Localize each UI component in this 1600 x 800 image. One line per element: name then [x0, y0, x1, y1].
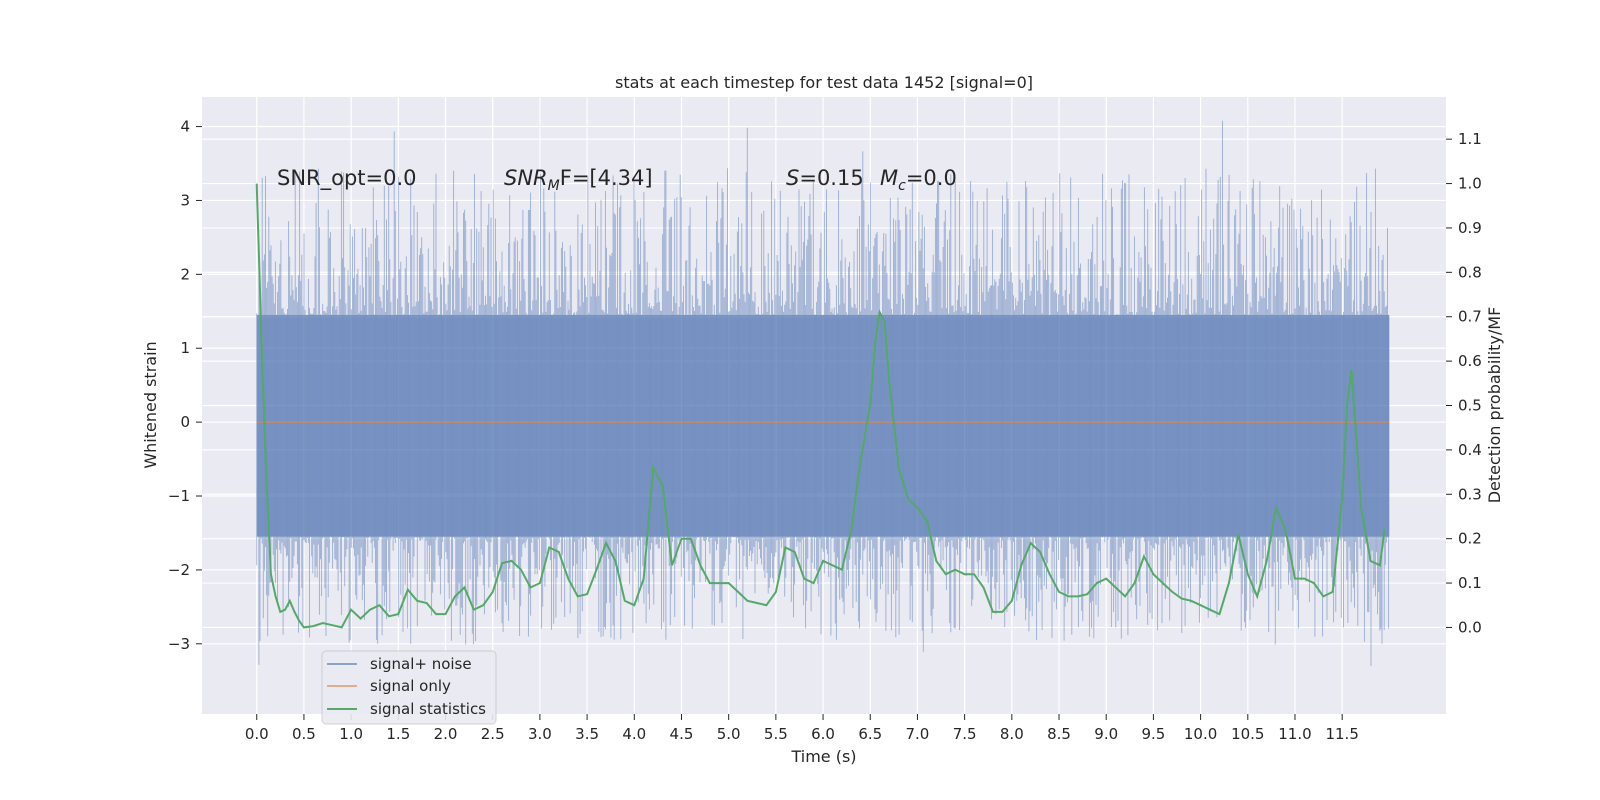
- x-tick-label-8: 4.0: [622, 725, 646, 743]
- y-right-tick-label-2: 0.2: [1458, 530, 1482, 548]
- x-tick-label-10: 5.0: [717, 725, 741, 743]
- x-tick-label-15: 7.5: [953, 725, 977, 743]
- y-left-axis-label: Whitened strain: [141, 341, 160, 468]
- y-right-tick-label-6: 0.6: [1458, 352, 1482, 370]
- y-left-axis-ticks: −3 −2 −1 0 1 2 3 4: [168, 118, 202, 653]
- x-axis-ticks: 0.0 0.5 1.0 1.5 2.0 2.5 3.0 3.5 4.0 4.5 5.0 5.5 6.0 6…: [245, 714, 1359, 743]
- y-right-tick-label-11: 1.1: [1458, 130, 1482, 148]
- y-left-tick-label-0: −3: [168, 635, 190, 653]
- legend-entry-signal-only: signal only: [370, 677, 451, 695]
- y-left-tick-label-3: 0: [180, 413, 190, 431]
- y-right-tick-label-5: 0.5: [1458, 397, 1482, 415]
- annotation-mc: Mc=0.0: [880, 166, 957, 194]
- x-tick-label-1: 0.5: [292, 725, 316, 743]
- annotation-s: S=0.15: [786, 166, 864, 190]
- x-tick-label-7: 3.5: [575, 725, 599, 743]
- y-right-tick-label-7: 0.7: [1458, 308, 1482, 326]
- x-tick-label-19: 9.5: [1141, 725, 1165, 743]
- x-tick-label-14: 7.0: [906, 725, 930, 743]
- y-left-tick-label-5: 2: [180, 265, 190, 283]
- x-tick-label-21: 10.5: [1231, 725, 1264, 743]
- x-tick-label-13: 6.5: [858, 725, 882, 743]
- x-tick-label-3: 1.5: [386, 725, 410, 743]
- y-right-tick-label-8: 0.8: [1458, 263, 1482, 281]
- y-right-tick-label-1: 0.1: [1458, 574, 1482, 592]
- y-right-axis-label: Detection probability/MF: [1485, 307, 1504, 504]
- x-tick-label-9: 4.5: [670, 725, 694, 743]
- x-tick-label-5: 2.5: [481, 725, 505, 743]
- chart-title: stats at each timestep for test data 145…: [615, 73, 1033, 92]
- y-right-tick-label-3: 0.3: [1458, 485, 1482, 503]
- x-tick-label-18: 9.0: [1094, 725, 1118, 743]
- y-right-tick-label-10: 1.0: [1458, 175, 1482, 193]
- noise-trace: [256, 120, 1390, 666]
- y-left-tick-label-4: 1: [180, 339, 190, 357]
- series-signal-noise: [256, 120, 1390, 666]
- y-right-tick-label-4: 0.4: [1458, 441, 1482, 459]
- x-tick-label-4: 2.0: [434, 725, 458, 743]
- x-tick-label-16: 8.0: [1000, 725, 1024, 743]
- y-left-tick-label-1: −2: [168, 561, 190, 579]
- legend: signal+ noise signal only signal statist…: [321, 650, 497, 725]
- x-tick-label-22: 11.0: [1278, 725, 1311, 743]
- legend-entry-signal-statistics: signal statistics: [370, 700, 486, 718]
- y-right-axis-ticks: 0.0 0.1 0.2 0.3 0.4 0.5 0.6 0.7 0.8 0.9 1.0 1.1: [1446, 130, 1482, 636]
- y-left-tick-label-2: −1: [168, 487, 190, 505]
- x-tick-label-23: 11.5: [1325, 725, 1358, 743]
- x-tick-label-6: 3.0: [528, 725, 552, 743]
- x-axis-label: Time (s): [790, 747, 856, 766]
- y-right-tick-label-0: 0.0: [1458, 618, 1482, 636]
- series-signal-statistics: [255, 183, 1386, 629]
- legend-entry-signal-noise: signal+ noise: [370, 655, 472, 673]
- x-tick-label-2: 1.0: [339, 725, 363, 743]
- legend-box: [321, 650, 497, 725]
- y-left-tick-label-6: 3: [180, 191, 190, 209]
- y-left-tick-label-7: 4: [180, 118, 190, 136]
- x-tick-label-11: 5.5: [764, 725, 788, 743]
- x-tick-label-0: 0.0: [245, 725, 269, 743]
- x-tick-label-17: 8.5: [1047, 725, 1071, 743]
- y-right-tick-label-9: 0.9: [1458, 219, 1482, 237]
- annotation-snr-opt: SNR_opt=0.0: [277, 166, 417, 191]
- annotation-snr-mf: SNRMF=[4.34]: [504, 166, 653, 194]
- x-tick-label-20: 10.0: [1184, 725, 1217, 743]
- x-tick-label-12: 6.0: [811, 725, 835, 743]
